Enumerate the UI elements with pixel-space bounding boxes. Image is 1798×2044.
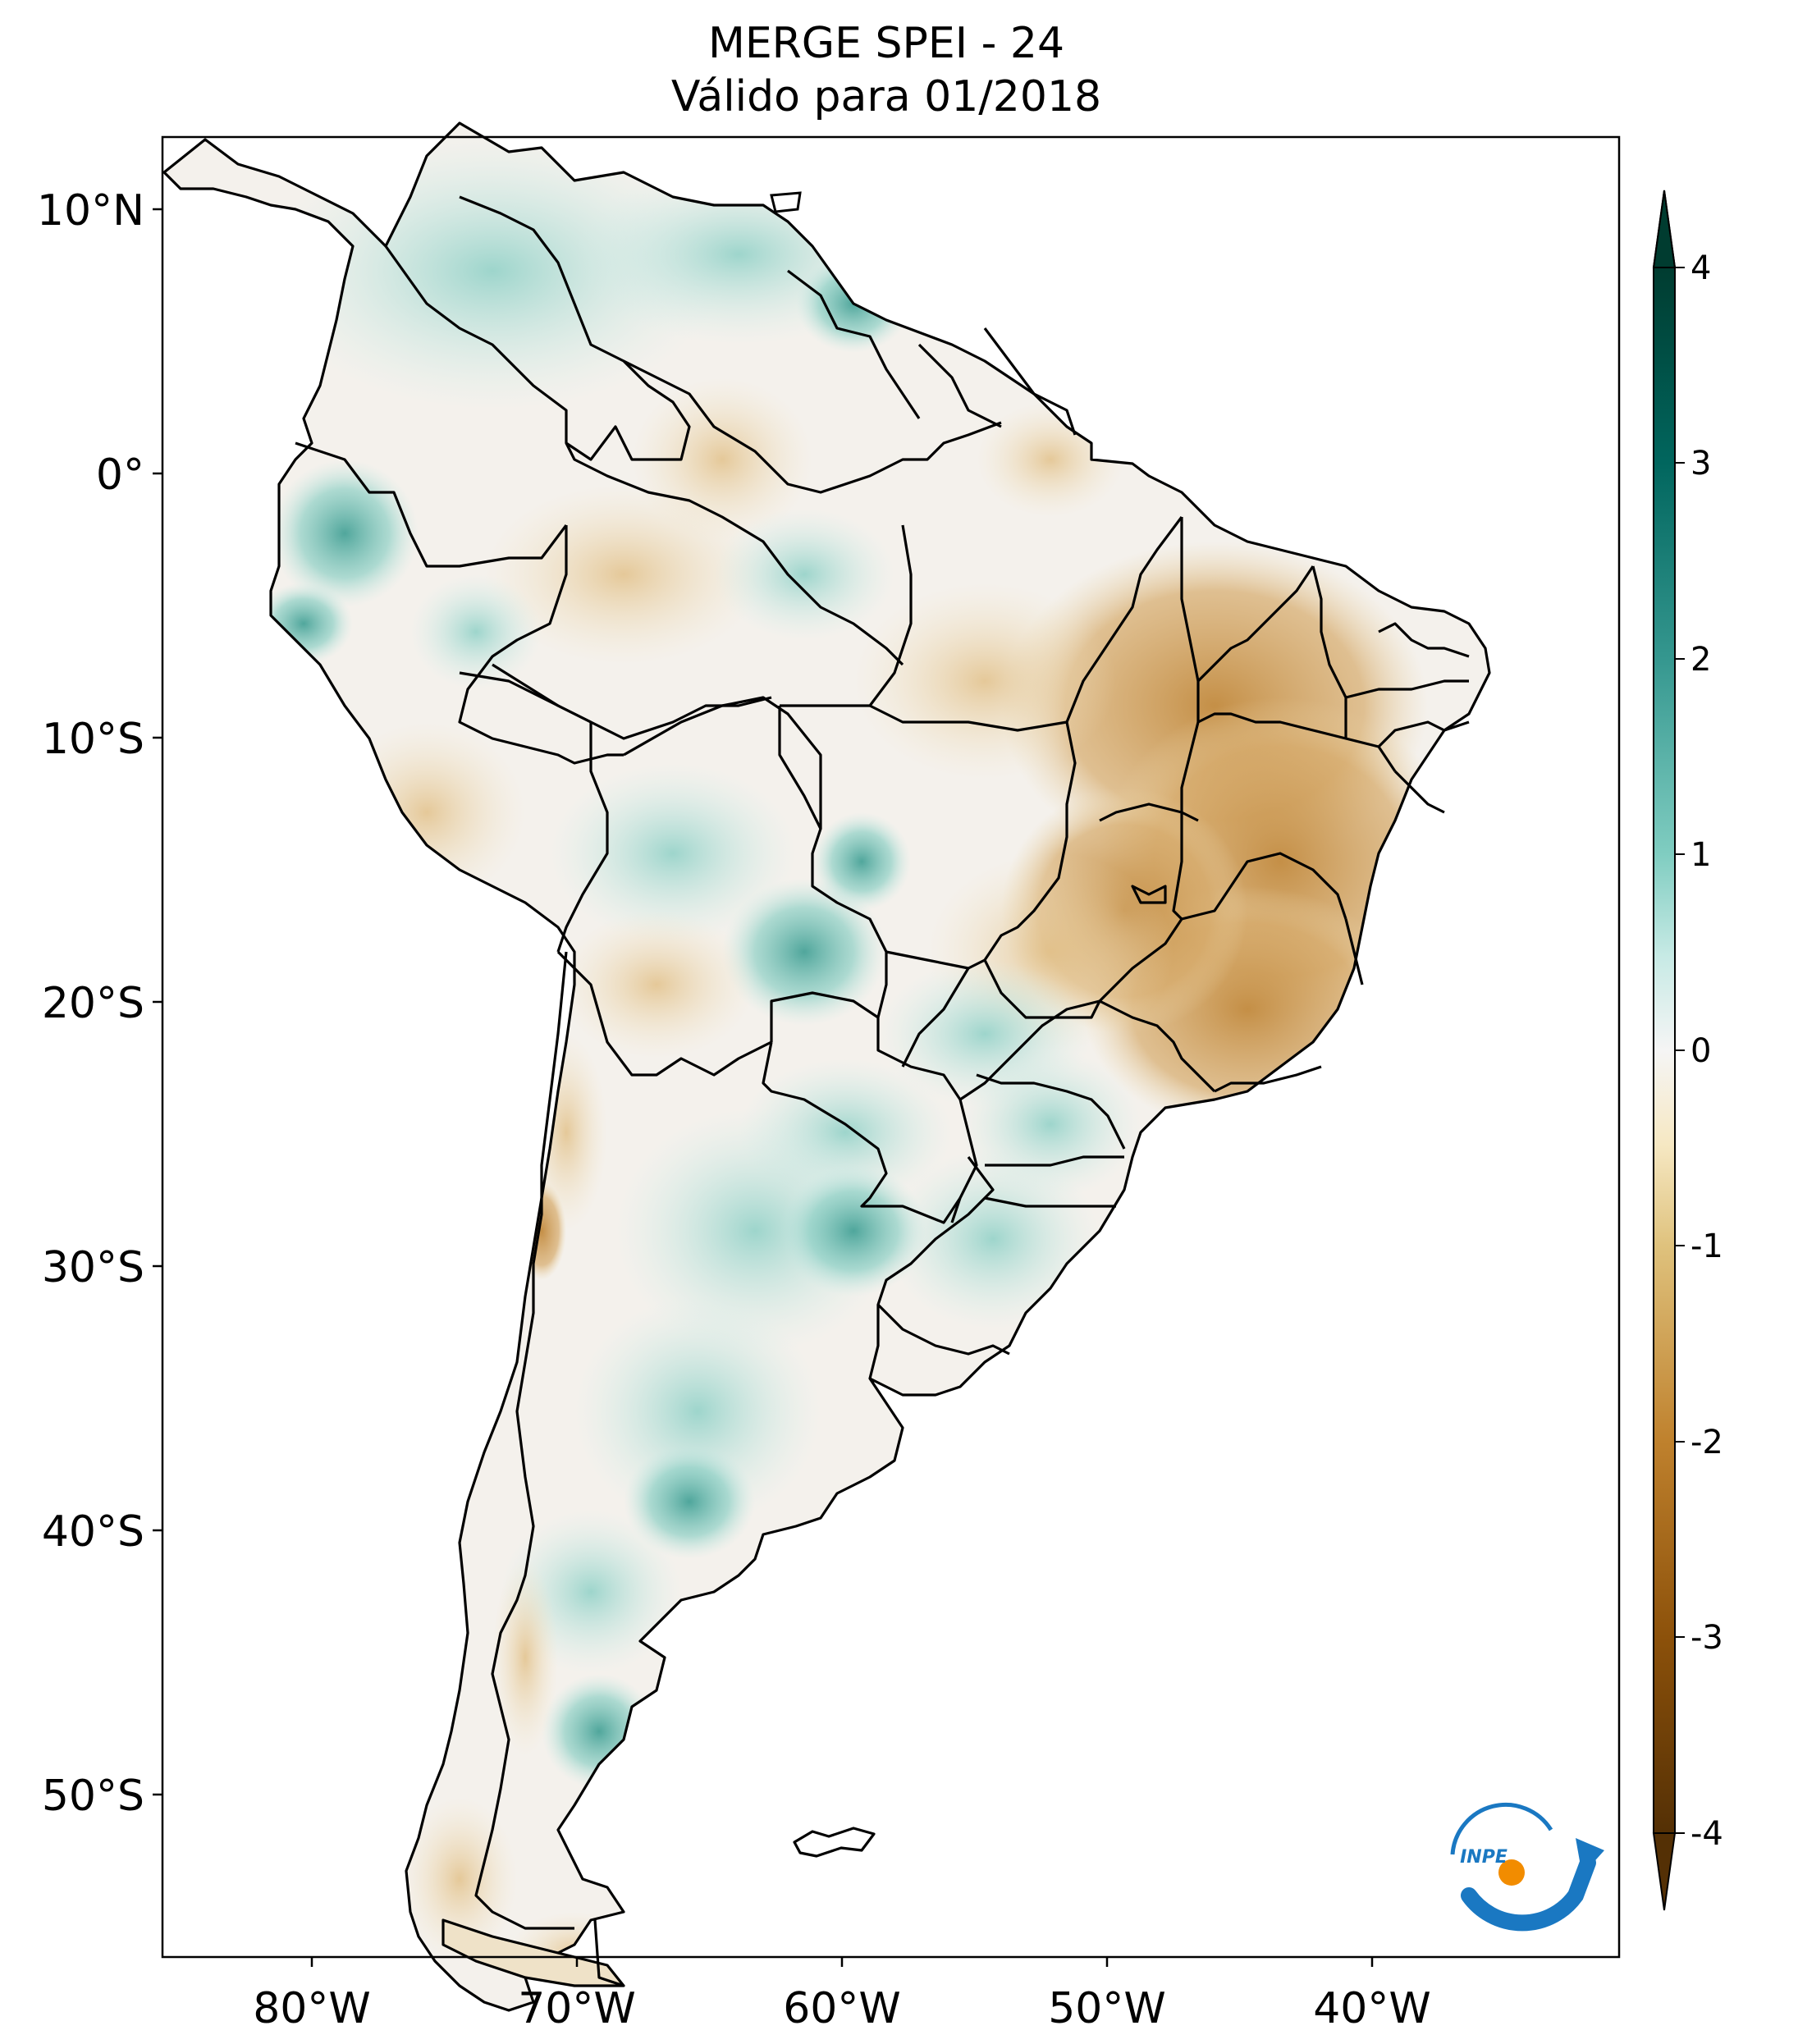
colorbar: 4 3 2 1 0 -1 -2 -3 -4 — [1652, 190, 1723, 1911]
colorbar-tick-label: 3 — [1690, 445, 1711, 482]
uruguay-argentina-border — [868, 1305, 880, 1379]
colombia-venezuela-border — [384, 195, 691, 461]
distrito-federal-border — [1131, 885, 1167, 904]
bolivia-argentina-border — [556, 950, 772, 1077]
colorbar-tick-label: -2 — [1690, 1424, 1723, 1461]
colorbar-ticks — [1675, 267, 1685, 1834]
falkland-islands — [793, 1827, 876, 1858]
chile-argentina-border — [474, 951, 574, 1930]
ceara-pernambuco-border — [1345, 679, 1469, 699]
logo-text: INPE — [1460, 1847, 1507, 1868]
inpe-logo: INPE — [1450, 1802, 1604, 1932]
map-subtitle: Válido para 01/2018 — [671, 72, 1101, 121]
lat-tick-label: 30°S — [42, 1243, 144, 1292]
venezuela-brazil-border — [623, 359, 1002, 494]
lat-tick-label: 10°N — [37, 186, 144, 235]
longitude-axis: 80°W 70°W 60°W 50°W 40°W — [253, 1957, 1431, 2033]
sao-paulo-minas-border — [1099, 999, 1216, 1093]
paraguay-border — [770, 991, 978, 1223]
trinidad-island — [770, 191, 802, 213]
sergipe-bahia-border — [1393, 770, 1445, 814]
colorbar-tick-label: -1 — [1690, 1228, 1723, 1265]
rio-de-janeiro-border — [1214, 1065, 1322, 1093]
santa-catarina-rs-border — [984, 1196, 1116, 1208]
colorbar-tick-label: 0 — [1690, 1032, 1711, 1070]
peru-bolivia-border — [556, 722, 609, 953]
latitude-axis: 10°N 0° 10°S 20°S 30°S 40°S 50°S — [37, 186, 162, 1821]
colombia-peru-border — [458, 525, 624, 765]
tierra-del-fuego-border — [593, 1919, 624, 1987]
rondonia-border — [778, 706, 822, 830]
political-borders — [295, 195, 1470, 1987]
logo-sun-icon — [1498, 1859, 1525, 1886]
mato-grosso-sul-border — [983, 918, 1183, 1019]
lon-tick-label: 70°W — [518, 1984, 636, 2033]
colorbar-tick-label: 2 — [1690, 641, 1711, 679]
rio-grande-norte-border — [1378, 622, 1470, 658]
colorbar-body — [1654, 268, 1675, 1833]
mato-grosso-north-border — [869, 704, 1068, 732]
map-title: MERGE SPEI - 24 — [708, 19, 1064, 68]
lon-tick-label: 60°W — [783, 1984, 901, 2033]
lat-tick-label: 20°S — [42, 979, 144, 1028]
espirito-santo-border — [1344, 918, 1364, 985]
tierra-del-fuego — [441, 1918, 625, 1987]
colorbar-tick-label: -3 — [1690, 1619, 1723, 1657]
goias-tocantins-border — [1099, 803, 1199, 822]
minas-bahia-border — [1172, 821, 1347, 921]
lat-tick-label: 0° — [96, 450, 144, 500]
colorbar-tick-label: 4 — [1690, 249, 1711, 287]
suriname-border — [917, 343, 1002, 428]
islands — [441, 191, 876, 1987]
alagoas-sergipe-border — [1377, 720, 1470, 748]
parana-north-border — [976, 1073, 1126, 1150]
uruguay-border — [876, 1156, 1010, 1356]
lon-tick-label: 80°W — [253, 1984, 371, 2033]
colombia-ecuador-border — [295, 441, 568, 568]
colorbar-tick-label: -4 — [1690, 1815, 1723, 1853]
lat-tick-label: 10°S — [42, 715, 144, 764]
acre-amazonas-border — [492, 663, 772, 740]
piaui-ceara-border — [1311, 565, 1347, 738]
lon-tick-label: 40°W — [1313, 1984, 1431, 2033]
logo-orbit-icon — [1450, 1802, 1553, 1855]
mato-grosso-south-border — [885, 950, 986, 970]
amazonas-border-north — [565, 442, 904, 666]
paraguay-argentina-border — [762, 1041, 962, 1224]
lon-tick-label: 50°W — [1048, 1984, 1166, 2033]
para-amazonas-border — [780, 524, 913, 707]
french-guiana-border — [983, 327, 1077, 436]
map-frame — [161, 135, 1621, 1959]
colorbar-extend-max-icon — [1652, 190, 1677, 268]
lat-tick-label: 50°S — [42, 1772, 144, 1821]
logo-arrow-icon — [1576, 1838, 1604, 1875]
sao-paulo-west-border — [959, 999, 1100, 1101]
guyana-border — [787, 269, 921, 419]
parana-santa-catarina-border — [985, 1155, 1124, 1167]
para-tocantins-border — [1065, 516, 1183, 723]
logo-swoosh-icon — [1461, 1854, 1596, 1932]
piaui-bahia-border — [1197, 712, 1397, 772]
colorbar-tick-label: 1 — [1690, 836, 1711, 874]
colorbar-extend-min-icon — [1652, 1832, 1677, 1911]
mato-grosso-sul-east-border — [901, 967, 970, 1068]
maranhao-piaui-border — [1196, 565, 1315, 683]
lat-tick-label: 40°S — [42, 1507, 144, 1557]
mato-grosso-east-border — [983, 721, 1077, 961]
